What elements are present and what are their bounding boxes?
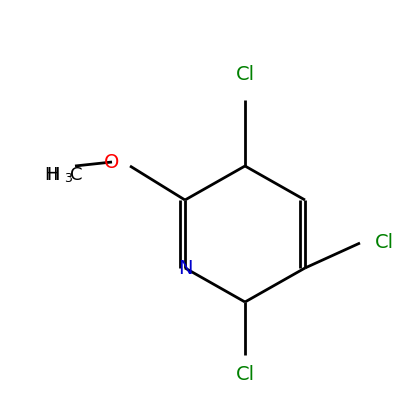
Text: C: C: [70, 166, 82, 184]
Text: 3: 3: [64, 172, 72, 184]
Text: Cl: Cl: [375, 234, 394, 252]
Text: H: H: [46, 166, 60, 184]
Text: Cl: Cl: [236, 66, 254, 84]
Text: Cl: Cl: [236, 366, 254, 384]
Text: N: N: [178, 258, 192, 278]
Text: O: O: [104, 152, 120, 172]
Text: H: H: [44, 166, 58, 184]
